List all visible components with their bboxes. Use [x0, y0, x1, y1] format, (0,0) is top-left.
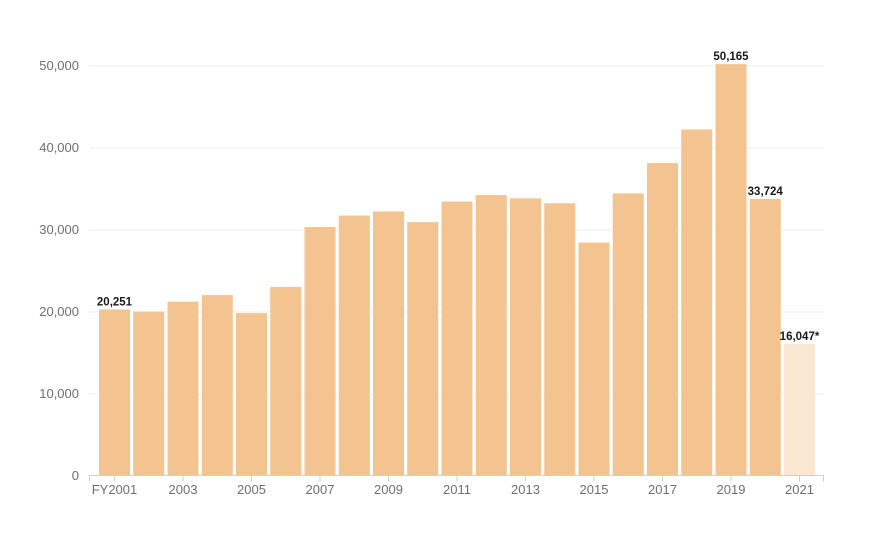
y-axis-labels: 0 10,000 20,000 30,000 40,000 50,000 [39, 58, 79, 483]
x-tick-label: 2003 [169, 482, 198, 497]
x-tick-label: 2015 [580, 482, 609, 497]
x-axis-labels: FY2001 2003 2005 2007 2009 2011 2013 2015 2017 20… [92, 482, 814, 497]
x-tick-label: 2007 [306, 482, 335, 497]
bar-value-label: 20,251 [97, 296, 133, 308]
bar-2014 [544, 203, 576, 476]
bar-FY2001 [99, 309, 130, 476]
bar-value-label: 16,047* [780, 331, 820, 343]
bar-2017 [647, 163, 678, 476]
bar-value-label: 50,165 [713, 51, 749, 63]
bar-2010 [407, 222, 439, 476]
bar-2009 [373, 211, 404, 476]
x-axis-ticks [89, 475, 824, 482]
y-tick-label: 20,000 [39, 304, 79, 319]
y-tick-label: 10,000 [39, 386, 79, 401]
bars [99, 64, 815, 476]
y-tick-label: 0 [72, 468, 79, 483]
y-tick-label: 40,000 [39, 140, 79, 155]
bar-2011 [441, 201, 473, 476]
bar-2021 [784, 343, 815, 476]
bar-2018 [681, 129, 713, 476]
bar-2002 [133, 311, 165, 476]
bar-value-label: 33,724 [748, 186, 784, 198]
bar-2005 [236, 313, 267, 476]
x-tick-label: FY2001 [92, 482, 138, 497]
bar-2008 [338, 215, 370, 476]
y-tick-label: 30,000 [39, 222, 79, 237]
x-tick-label: 2013 [511, 482, 540, 497]
x-tick-label: 2005 [237, 482, 266, 497]
bar-2020 [749, 198, 781, 476]
x-tick-label: 2009 [374, 482, 403, 497]
bar-2004 [201, 295, 233, 476]
bar-value-labels: 20,251 50,165 33,724 16,047* [97, 51, 820, 343]
bar-2007 [304, 227, 336, 476]
bar-2015 [578, 242, 610, 476]
x-tick-label: 2021 [785, 482, 814, 497]
bar-2006 [270, 286, 302, 476]
y-tick-label: 50,000 [39, 58, 79, 73]
x-tick-label: 2011 [443, 482, 471, 497]
bar-2012 [475, 195, 507, 476]
x-tick-label: 2017 [648, 482, 677, 497]
x-tick-label: 2019 [717, 482, 746, 497]
bar-2003 [167, 301, 199, 476]
bar-2013 [510, 198, 541, 476]
bar-2016 [612, 193, 644, 476]
bar-2019 [715, 64, 747, 476]
